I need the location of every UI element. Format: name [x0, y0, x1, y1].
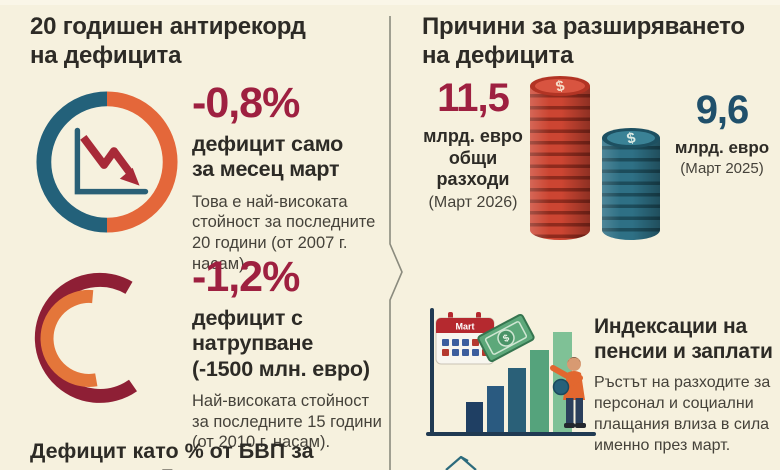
coin-top-2025: $	[602, 128, 660, 148]
monthly-deficit-value: -0,8%	[192, 79, 300, 127]
calendar-icon: Mart	[435, 312, 495, 365]
calendar-grid	[442, 339, 489, 356]
spending-2026-period: (Март 2026)	[428, 193, 518, 211]
cumulative-deficit-block: -1,2% дефицит с натрупване (-1500 млн. е…	[192, 256, 390, 453]
cumulative-deficit-label: дефицит с натрупване (-1500 млн. евро)	[192, 306, 370, 381]
banknote-symbol: $	[501, 333, 511, 346]
coin-stack-2025-icon: $	[602, 128, 660, 240]
monthly-deficit-label: дефицит само за месец март	[192, 132, 344, 182]
declining-arrow-icon	[80, 134, 134, 177]
coin-top-2026: $	[530, 76, 590, 96]
right-heading-line2: на дефицита	[422, 41, 574, 69]
spending-2025-value: 9,6	[695, 88, 750, 132]
banknote-icon: $	[477, 313, 535, 363]
left-heading-line2: на дефицита	[30, 41, 182, 69]
axis-lines-icon	[74, 127, 149, 195]
dollar-icon: $	[624, 128, 638, 148]
cumulative-deficit-value: -1,2%	[192, 253, 300, 301]
spending-2026-unit: млрд. евро	[423, 126, 523, 146]
right-heading-line1: Причини за разширяването	[422, 13, 745, 40]
left-section-heading: 20 годишен антирекорд на дефицита	[30, 13, 306, 71]
indexation-illustration: Mart $	[426, 308, 596, 436]
clipped-bottom-icon	[445, 455, 477, 470]
person-icon	[550, 357, 586, 428]
indexation-body: Ръстът на разходите за персонал и социал…	[594, 374, 771, 454]
gdp-deficit-footer-heading: Дефицит като % от БВП за последните 7 го…	[30, 439, 314, 470]
growth-bars-icon	[466, 332, 572, 432]
monthly-deficit-note: Това е най-високата стойност за последни…	[192, 192, 376, 273]
declining-trend-donut-icon	[36, 91, 178, 233]
spending-2026-stat: 11,5 млрд. евро общи разходи (Март 2026)	[418, 78, 528, 213]
cumulative-deficit-note: Най-високата стойност за последните 15 г…	[192, 392, 382, 452]
spending-2025-period: (Март 2025)	[680, 160, 764, 178]
spending-2025-unit: млрд. евро	[674, 138, 770, 157]
monthly-deficit-block: -0,8% дефицит само за месец март Това е …	[192, 82, 382, 274]
indexation-block: Индексации на пенсии и заплати Ръстът на…	[594, 314, 778, 457]
spending-2026-value: 11,5	[437, 76, 510, 120]
left-heading-line1: 20 годишен антирекорд	[30, 13, 306, 40]
indexation-heading: Индексации на пенсии и заплати	[594, 315, 773, 364]
coin-stack-2026-icon: $	[530, 76, 590, 240]
deficit-gauge-donut-icon	[34, 272, 137, 403]
calendar-month-label: Mart	[455, 322, 474, 332]
spending-2025-stat: 9,6 млрд. евро (Март 2025)	[666, 90, 778, 179]
spending-2026-label: общи разходи	[436, 147, 510, 190]
dollar-icon: $	[553, 76, 567, 96]
right-section-heading: Причини за разширяването на дефицита	[422, 13, 745, 71]
